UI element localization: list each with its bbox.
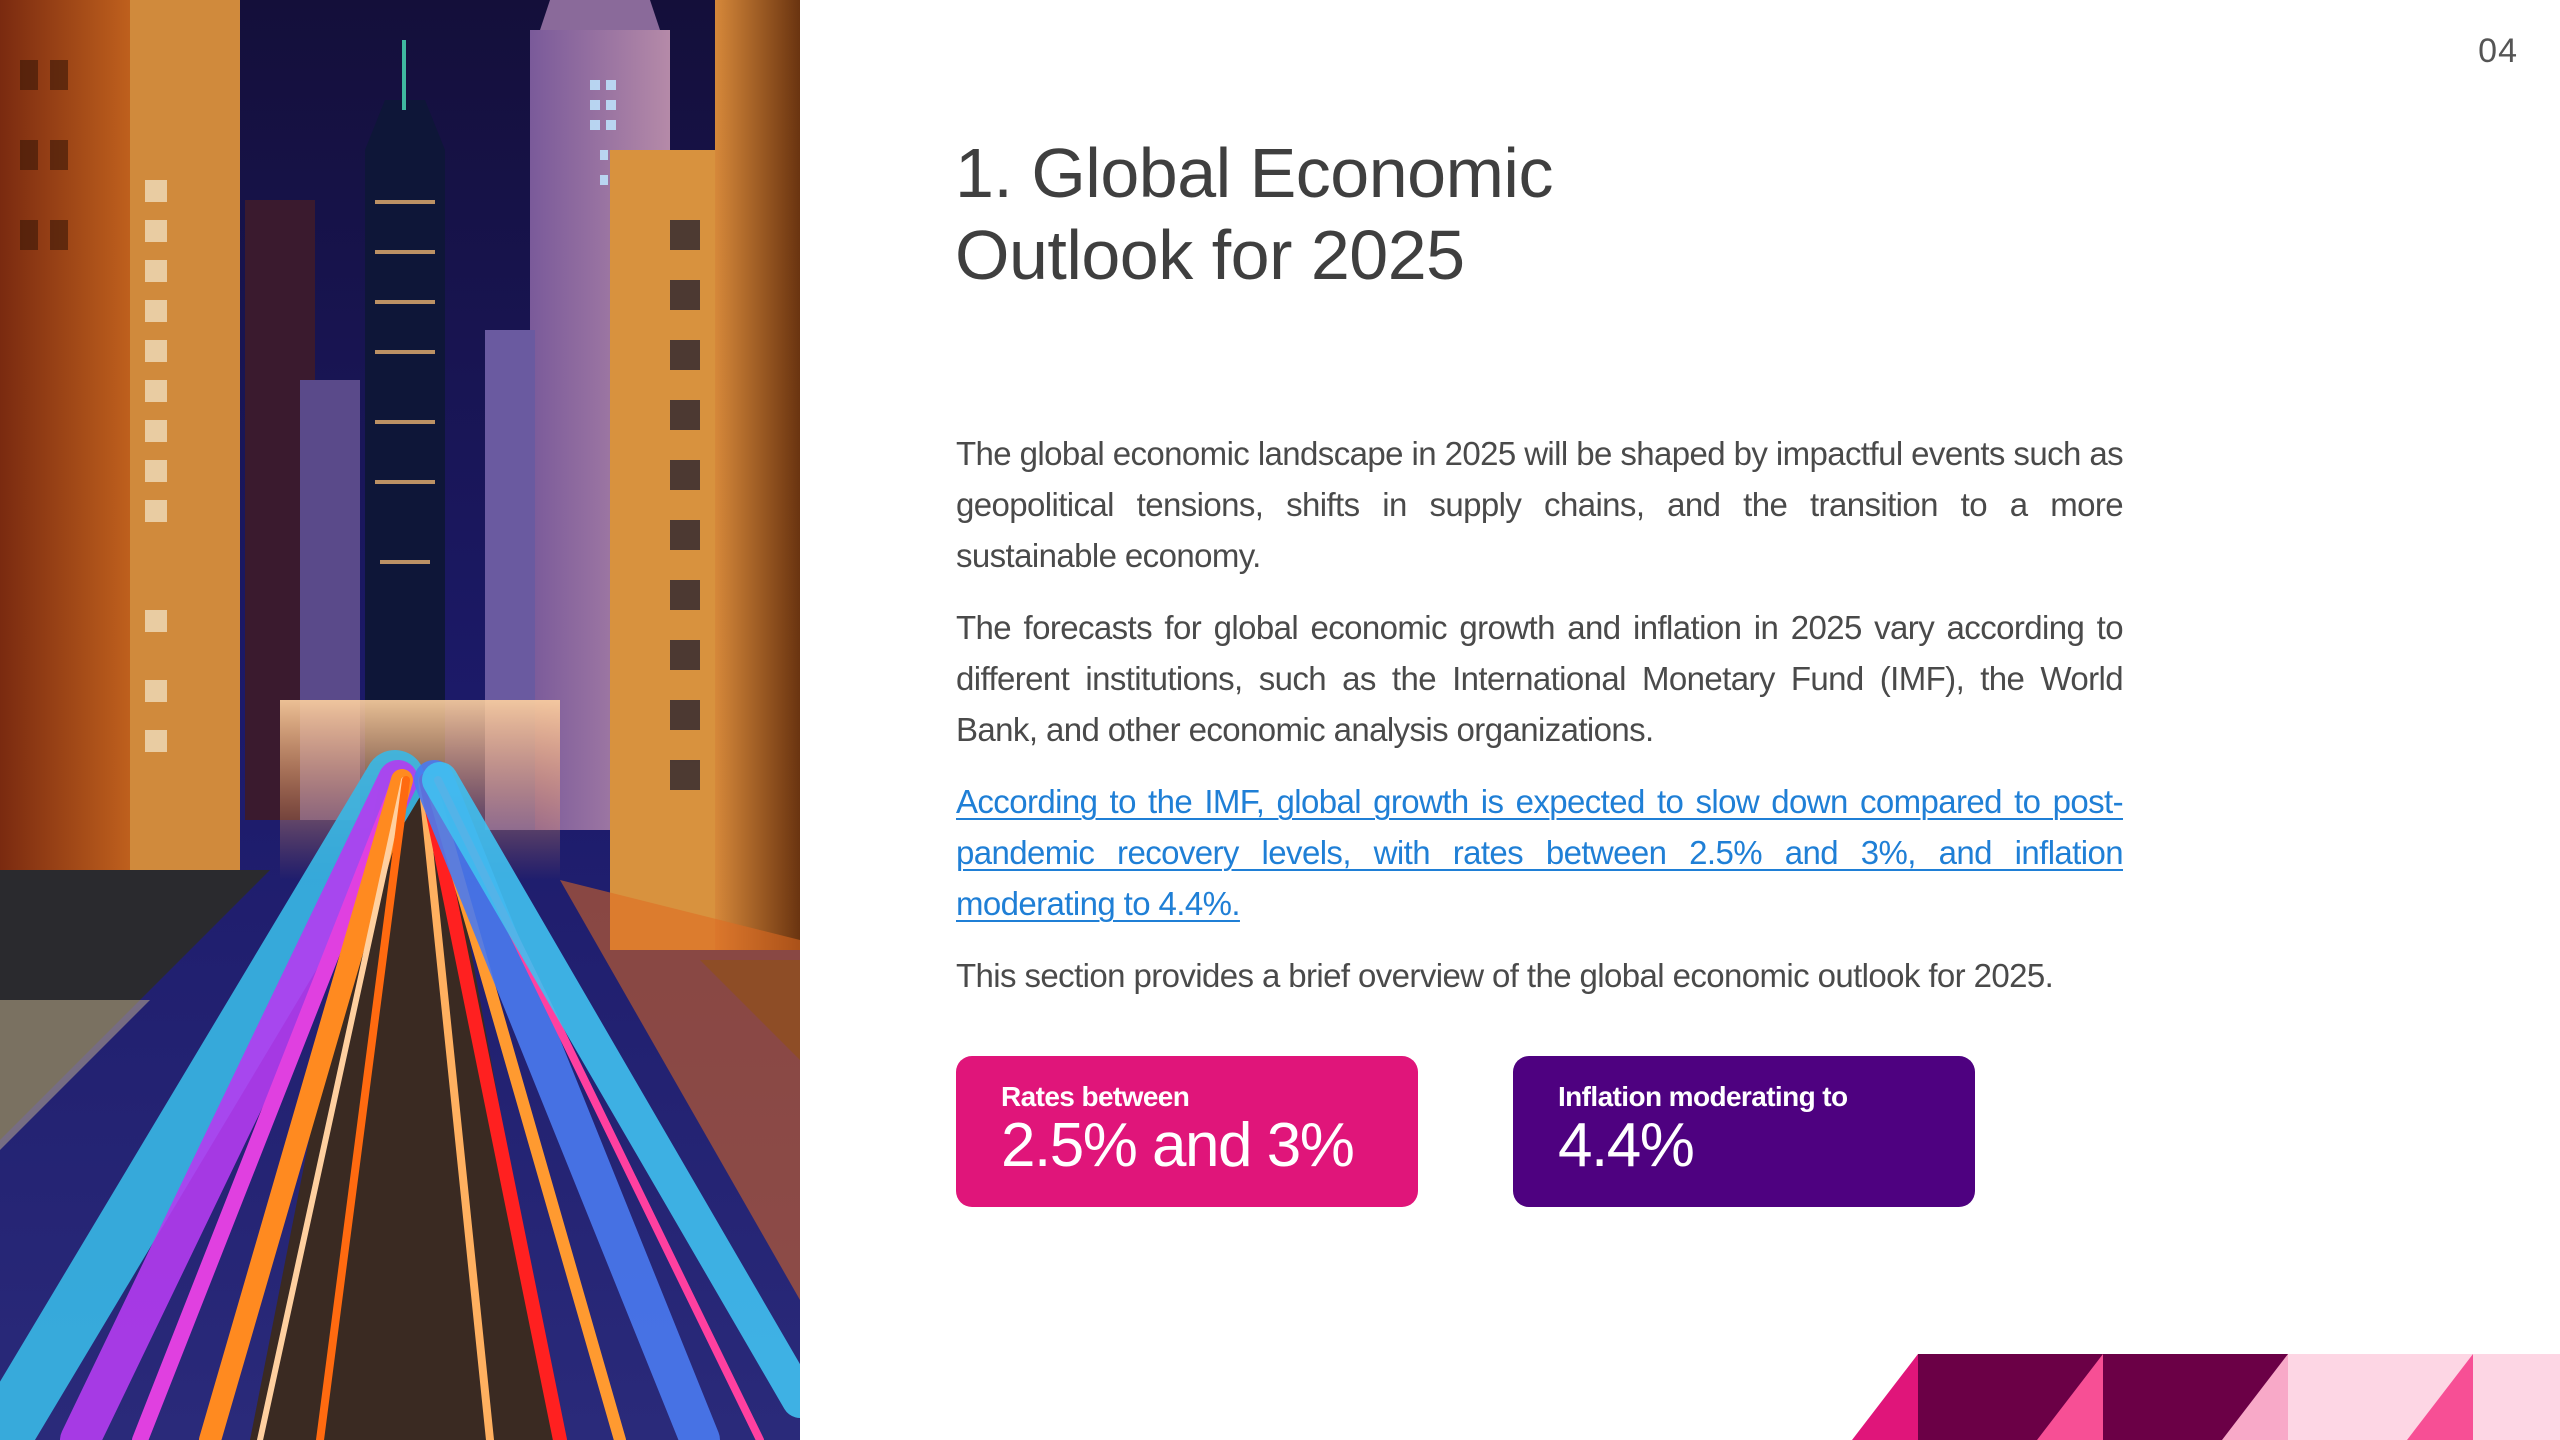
growth-rate-value: 2.5% and 3%	[1001, 1111, 1355, 1180]
body-text: The global economic landscape in 2025 wi…	[956, 428, 2124, 1022]
city-night-image	[0, 0, 800, 1440]
paragraph-forecasts: The forecasts for global economic growth…	[956, 609, 2124, 748]
page-title: 1. Global Economic Outlook for 2025	[955, 132, 1855, 296]
page-number: 04	[2478, 32, 2518, 70]
paragraph-imf-link: According to the IMF, global growth is e…	[956, 776, 2124, 929]
title-line-2: Outlook for 2025	[955, 216, 1465, 294]
title-line-1: 1. Global Economic	[955, 134, 1553, 212]
decorative-triangle-strip	[1852, 1354, 2560, 1440]
growth-rate-card: Rates between 2.5% and 3%	[956, 1056, 1418, 1207]
hero-photo	[0, 0, 800, 1440]
inflation-card: Inflation moderating to 4.4%	[1513, 1056, 1975, 1207]
imf-forecast-link[interactable]: According to the IMF, global growth is e…	[956, 783, 2124, 922]
paragraph-intro: The global economic landscape in 2025 wi…	[956, 435, 2124, 574]
paragraph-closing: This section provides a brief overview o…	[956, 957, 2054, 994]
inflation-value: 4.4%	[1558, 1111, 1695, 1180]
inflation-label: Inflation moderating to	[1558, 1081, 1848, 1112]
growth-rate-label: Rates between	[1001, 1081, 1190, 1112]
